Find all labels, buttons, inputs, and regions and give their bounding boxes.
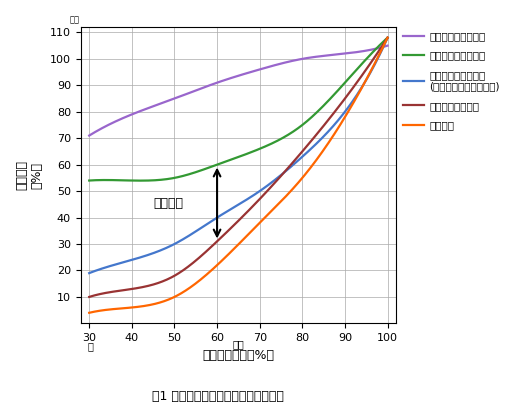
- 吸込側ダンパー制御: [275, 138, 281, 143]
- Line: 吸込側ダンパー制御: 吸込側ダンパー制御: [89, 38, 387, 181]
- Line: 伝達動力の可変制御
(渦電流継手液体変速機): 伝達動力の可変制御 (渦電流継手液体変速機): [89, 38, 387, 273]
- 吐出側ダンパー制御: [303, 56, 309, 61]
- 理想曲線: [86, 310, 93, 315]
- 吸込側ダンパー制御: [122, 178, 128, 183]
- インバーター制御: [274, 178, 280, 183]
- 理想曲線: [302, 173, 308, 178]
- X-axis label: 風量・回転数（%）: 風量・回転数（%）: [202, 349, 275, 362]
- インバーター制御: [122, 288, 128, 292]
- 伝達動力の可変制御
(渦電流継手液体変速機): [303, 151, 309, 156]
- 吐出側ダンパー制御: [274, 62, 280, 67]
- 伝達動力の可変制御
(渦電流継手液体変速機): [274, 176, 280, 181]
- 理想曲線: [303, 171, 309, 176]
- Y-axis label: 必要電力
（%）: 必要電力 （%）: [15, 160, 43, 190]
- インバーター制御: [303, 145, 309, 149]
- インバーター制御: [204, 248, 211, 253]
- Text: 図1 送風機制御における必要動力比較: 図1 送風機制御における必要動力比較: [152, 390, 284, 403]
- 理想曲線: [122, 306, 128, 311]
- Line: 吐出側ダンパー制御: 吐出側ダンパー制御: [89, 46, 387, 136]
- Text: 〜〜: 〜〜: [232, 340, 244, 350]
- インバーター制御: [183, 266, 189, 271]
- インバーター制御: [302, 146, 308, 151]
- Line: インバーター制御: インバーター制御: [89, 38, 387, 297]
- Text: 〃〃: 〃〃: [69, 15, 80, 24]
- 吸込側ダンパー制御: [384, 35, 391, 40]
- 理想曲線: [274, 203, 280, 208]
- 吐出側ダンパー制御: [302, 56, 308, 61]
- インバーター制御: [86, 294, 93, 299]
- 伝達動力の可変制御
(渦電流継手液体変速機): [86, 271, 93, 275]
- 理想曲線: [183, 288, 189, 292]
- Legend: 吐出側ダンパー制御, 吸込側ダンパー制御, 伝達動力の可変制御
(渦電流継手液体変速機), インバーター制御, 理想曲線: 吐出側ダンパー制御, 吸込側ダンパー制御, 伝達動力の可変制御 (渦電流継手液体…: [399, 27, 504, 134]
- 吸込側ダンパー制御: [184, 173, 190, 177]
- 伝達動力の可変制御
(渦電流継手液体変速機): [302, 152, 308, 157]
- 吐出側ダンパー制御: [384, 43, 391, 48]
- 吐出側ダンパー制御: [204, 84, 211, 89]
- 吐出側ダンパー制御: [122, 115, 128, 119]
- 理想曲線: [204, 271, 211, 276]
- 吐出側ダンパー制御: [86, 133, 93, 138]
- 伝達動力の可変制御
(渦電流継手液体変速機): [384, 35, 391, 40]
- 吸込側ダンパー制御: [304, 119, 310, 124]
- インバーター制御: [384, 35, 391, 40]
- 吐出側ダンパー制御: [183, 92, 189, 96]
- 吸込側ダンパー制御: [302, 120, 308, 125]
- 伝達動力の可変制御
(渦電流継手液体変速機): [204, 222, 211, 226]
- Text: 〃: 〃: [87, 341, 93, 351]
- 理想曲線: [384, 35, 391, 40]
- 吸込側ダンパー制御: [205, 166, 211, 171]
- 伝達動力の可変制御
(渦電流継手液体変速機): [183, 235, 189, 240]
- Line: 理想曲線: 理想曲線: [89, 38, 387, 313]
- 吸込側ダンパー制御: [86, 178, 93, 183]
- Text: 省電力量: 省電力量: [153, 196, 183, 209]
- 伝達動力の可変制御
(渦電流継手液体変速機): [122, 259, 128, 264]
- 吸込側ダンパー制御: [138, 178, 144, 183]
